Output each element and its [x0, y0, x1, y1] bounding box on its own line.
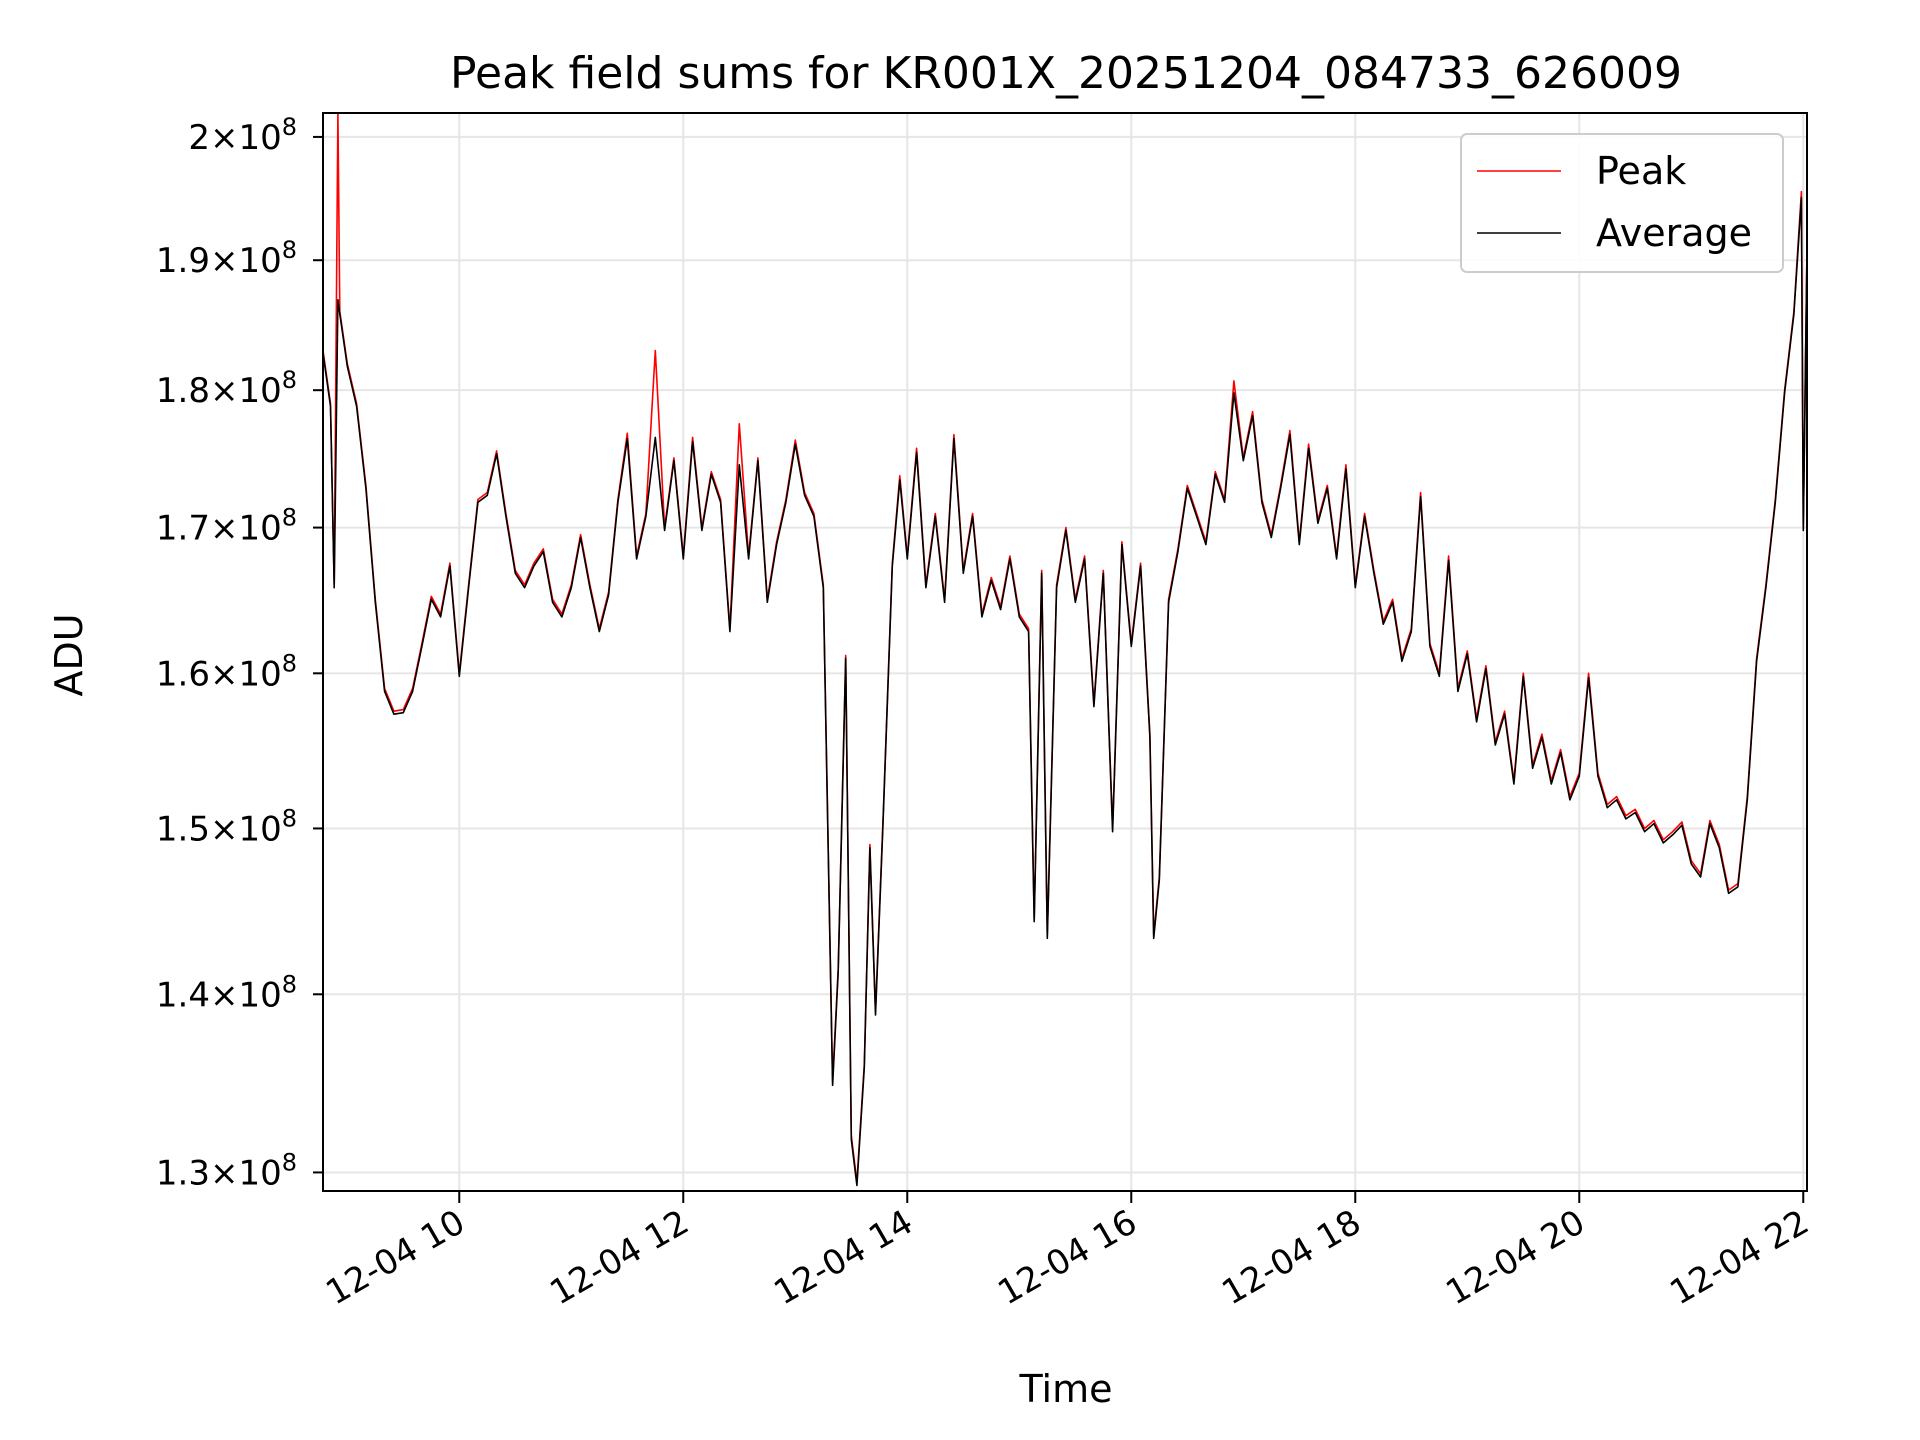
y-tick-label: 1.7×108 — [156, 504, 297, 549]
legend: Peak Average — [1460, 133, 1784, 273]
legend-box — [1460, 133, 1784, 273]
y-tick-label: 1.3×108 — [156, 1148, 297, 1193]
chart-title: Peak field sums for KR001X_20251204_0847… — [450, 48, 1682, 99]
y-tick-label: 2×108 — [188, 113, 297, 158]
series-group — [323, 113, 1807, 1187]
y-tick-label: 1.9×108 — [156, 236, 297, 281]
series-line-average — [323, 197, 1807, 1187]
x-axis-title: Time — [1019, 1367, 1113, 1411]
y-tick-label: 1.4×108 — [156, 970, 297, 1015]
y-tick-label: 1.8×108 — [156, 366, 297, 411]
y-axis-title: ADU — [47, 613, 91, 696]
y-tick-label: 1.5×108 — [156, 804, 297, 849]
y-axis-ticks: 1.3×108 1.4×108 1.5×108 1.6×108 1.7×108 1.8×1… — [156, 113, 323, 1193]
legend-label-peak: Peak — [1596, 149, 1686, 193]
grid-lines — [323, 113, 1807, 1191]
legend-label-average: Average — [1596, 211, 1752, 255]
plot-frame — [322, 112, 1808, 1192]
y-tick-label: 1.6×108 — [156, 649, 297, 694]
